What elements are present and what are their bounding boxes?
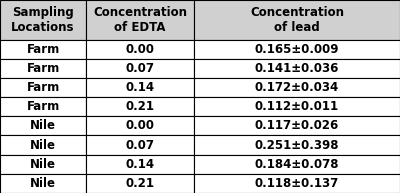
Bar xyxy=(194,155,400,174)
Bar xyxy=(194,174,400,193)
Bar xyxy=(0,116,86,135)
Text: 0.118±0.137: 0.118±0.137 xyxy=(255,177,339,190)
Text: Sampling
Locations: Sampling Locations xyxy=(11,6,75,34)
Bar xyxy=(194,78,400,97)
Bar xyxy=(0,97,86,116)
Text: 0.112±0.011: 0.112±0.011 xyxy=(255,100,339,113)
Bar xyxy=(194,116,400,135)
Bar xyxy=(86,116,194,135)
Text: Farm: Farm xyxy=(26,62,60,75)
Bar xyxy=(86,97,194,116)
Bar xyxy=(0,78,86,97)
Text: 0.184±0.078: 0.184±0.078 xyxy=(255,158,339,171)
Text: 0.172±0.034: 0.172±0.034 xyxy=(255,81,339,94)
Text: 0.00: 0.00 xyxy=(126,43,154,56)
Bar xyxy=(194,97,400,116)
Bar xyxy=(0,40,86,59)
Bar xyxy=(0,174,86,193)
Bar xyxy=(194,135,400,155)
Text: Farm: Farm xyxy=(26,43,60,56)
Bar xyxy=(86,155,194,174)
Bar xyxy=(194,0,400,40)
Text: 0.251±0.398: 0.251±0.398 xyxy=(255,139,339,152)
Bar xyxy=(86,59,194,78)
Bar xyxy=(194,59,400,78)
Bar xyxy=(0,0,86,40)
Text: Nile: Nile xyxy=(30,139,56,152)
Text: Concentration
of EDTA: Concentration of EDTA xyxy=(93,6,187,34)
Text: 0.07: 0.07 xyxy=(126,139,154,152)
Bar xyxy=(86,40,194,59)
Text: Concentration
of lead: Concentration of lead xyxy=(250,6,344,34)
Bar xyxy=(86,78,194,97)
Bar xyxy=(0,155,86,174)
Text: 0.14: 0.14 xyxy=(126,81,154,94)
Text: Nile: Nile xyxy=(30,119,56,132)
Text: Farm: Farm xyxy=(26,100,60,113)
Text: 0.00: 0.00 xyxy=(126,119,154,132)
Text: 0.14: 0.14 xyxy=(126,158,154,171)
Text: 0.117±0.026: 0.117±0.026 xyxy=(255,119,339,132)
Text: 0.07: 0.07 xyxy=(126,62,154,75)
Text: Farm: Farm xyxy=(26,81,60,94)
Text: Nile: Nile xyxy=(30,158,56,171)
Bar xyxy=(0,59,86,78)
Bar xyxy=(194,40,400,59)
Text: 0.141±0.036: 0.141±0.036 xyxy=(255,62,339,75)
Text: 0.21: 0.21 xyxy=(126,100,154,113)
Bar xyxy=(86,0,194,40)
Bar xyxy=(86,174,194,193)
Text: 0.21: 0.21 xyxy=(126,177,154,190)
Bar xyxy=(0,135,86,155)
Text: 0.165±0.009: 0.165±0.009 xyxy=(255,43,339,56)
Text: Nile: Nile xyxy=(30,177,56,190)
Bar xyxy=(86,135,194,155)
